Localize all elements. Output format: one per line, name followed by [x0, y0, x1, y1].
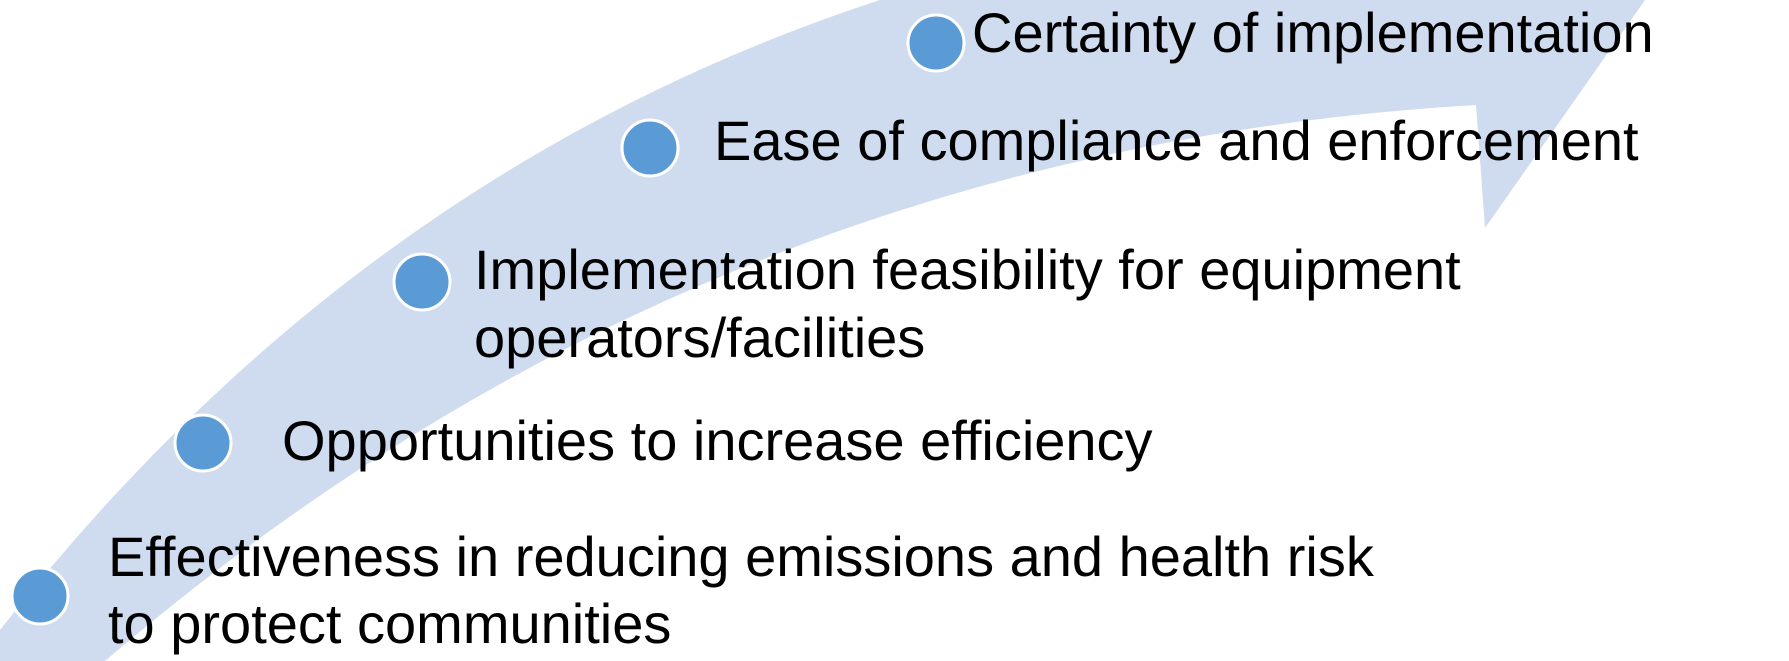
item-label: Certainty of implementation — [972, 1, 1654, 64]
bullet-dot — [906, 13, 966, 73]
item-label: Opportunities to increase efficiency — [282, 409, 1153, 472]
curved-arrow — [0, 0, 1645, 661]
bullet-dot — [620, 118, 680, 178]
bullet-dot — [173, 413, 233, 473]
item-label: to protect communities — [108, 592, 671, 655]
bullet-dot — [392, 252, 452, 312]
bullet-dot — [10, 566, 70, 626]
item-label: Ease of compliance and enforcement — [714, 109, 1639, 172]
item-label: Implementation feasibility for equipment — [474, 238, 1461, 301]
item-label: operators/facilities — [474, 306, 925, 369]
item-label: Effectiveness in reducing emissions and … — [108, 525, 1375, 588]
